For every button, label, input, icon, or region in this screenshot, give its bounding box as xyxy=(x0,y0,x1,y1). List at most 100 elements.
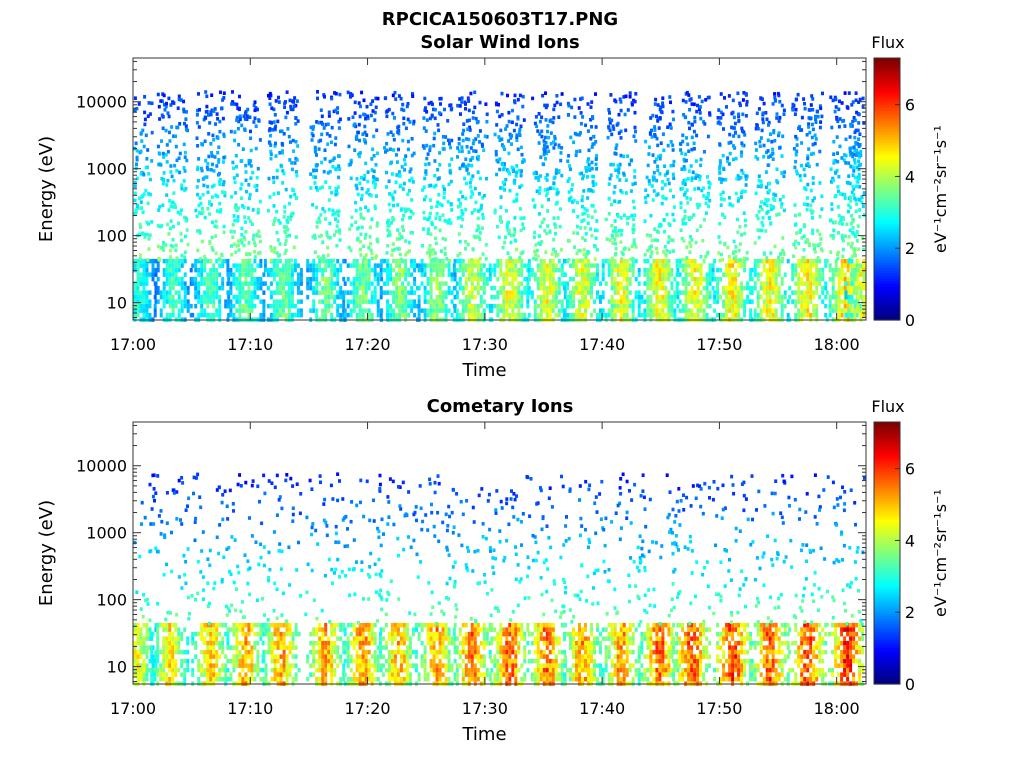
flux-cell xyxy=(470,303,474,309)
flux-cell xyxy=(577,133,581,137)
flux-cell xyxy=(713,290,717,295)
flux-cell xyxy=(652,281,656,286)
flux-cell xyxy=(693,115,697,120)
flux-cell xyxy=(457,198,461,202)
flux-cell xyxy=(670,312,674,318)
flux-cell xyxy=(161,203,165,208)
flux-cell xyxy=(783,290,787,295)
flux-cell xyxy=(661,272,665,277)
flux-cell xyxy=(367,272,371,277)
flux-cell xyxy=(658,312,662,318)
flux-cell xyxy=(754,155,758,159)
flux-cell xyxy=(479,272,483,277)
flux-cell xyxy=(316,255,320,259)
flux-cell xyxy=(291,107,295,112)
flux-cell xyxy=(734,191,738,196)
flux-cell xyxy=(786,312,790,318)
flux-cell xyxy=(218,178,222,182)
flux-cell xyxy=(610,267,614,273)
flux-cell xyxy=(299,312,303,318)
flux-cell xyxy=(318,234,322,239)
flux-cell xyxy=(548,230,552,234)
flux-cell xyxy=(435,294,439,300)
flux-cell xyxy=(464,207,468,212)
flux-cell xyxy=(467,290,471,295)
flux-cell xyxy=(161,151,165,156)
flux-cell xyxy=(436,123,440,127)
flux-cell xyxy=(417,303,421,309)
flux-cell xyxy=(679,142,683,146)
flux-cell xyxy=(738,225,742,229)
flux-cell xyxy=(852,152,856,157)
flux-cell xyxy=(404,239,408,243)
flux-cell xyxy=(684,281,688,286)
flux-cell xyxy=(551,303,555,309)
flux-cell xyxy=(312,258,316,264)
flux-cell xyxy=(367,267,371,273)
flux-cell xyxy=(197,203,201,208)
flux-cell xyxy=(577,248,581,253)
flux-cell xyxy=(771,258,775,264)
flux-cell xyxy=(569,135,573,140)
flux-cell xyxy=(218,294,222,300)
flux-cell xyxy=(310,131,314,136)
flux-cell xyxy=(324,312,328,318)
flux-cell xyxy=(398,290,402,295)
flux-cell xyxy=(780,202,784,206)
flux-cell xyxy=(499,218,502,223)
flux-cell xyxy=(215,225,219,229)
flux-cell xyxy=(358,267,362,273)
flux-cell xyxy=(734,255,738,259)
flux-cell xyxy=(809,281,813,286)
flux-cell xyxy=(322,126,326,130)
flux-cell xyxy=(508,294,512,300)
flux-cell xyxy=(737,263,741,268)
flux-cell xyxy=(687,294,691,300)
flux-cell xyxy=(404,285,408,291)
flux-cell xyxy=(502,162,506,166)
flux-cell xyxy=(687,272,691,277)
flux-cell xyxy=(203,276,207,282)
flux-cell xyxy=(560,281,564,286)
flux-cell xyxy=(218,272,222,277)
flux-cell xyxy=(794,272,798,277)
flux-cell xyxy=(194,290,198,295)
flux-cell xyxy=(364,258,368,264)
flux-cell xyxy=(250,272,254,277)
flux-cell xyxy=(737,308,741,313)
flux-cell xyxy=(456,253,460,258)
flux-cell xyxy=(435,263,439,268)
flux-cell xyxy=(268,195,272,199)
flux-cell xyxy=(797,308,801,313)
flux-cell xyxy=(490,303,494,309)
flux-cell xyxy=(426,152,430,156)
flux-cell xyxy=(576,231,580,235)
flux-cell xyxy=(212,285,216,291)
flux-cell xyxy=(321,267,325,273)
flux-cell xyxy=(566,294,569,300)
flux-cell xyxy=(253,303,257,309)
flux-cell xyxy=(682,179,686,183)
flux-cell xyxy=(461,303,465,309)
flux-cell xyxy=(537,234,541,238)
flux-cell xyxy=(593,272,596,277)
flux-cell xyxy=(468,181,472,185)
flux-cell xyxy=(236,126,240,131)
flux-cell xyxy=(447,263,451,268)
flux-cell xyxy=(154,267,158,273)
flux-cell xyxy=(557,276,561,282)
flux-cell xyxy=(244,299,248,304)
flux-cell xyxy=(294,170,298,174)
flux-cell xyxy=(474,200,478,205)
flux-cell xyxy=(815,312,819,318)
flux-cell xyxy=(690,135,694,140)
flux-cell xyxy=(413,267,417,273)
flux-cell xyxy=(767,155,771,159)
flux-cell xyxy=(498,138,502,143)
flux-cell xyxy=(820,194,824,199)
flux-cell xyxy=(395,281,399,286)
flux-cell xyxy=(656,119,660,123)
flux-cell xyxy=(153,294,157,300)
flux-cell xyxy=(812,308,816,313)
flux-cell xyxy=(450,157,454,161)
